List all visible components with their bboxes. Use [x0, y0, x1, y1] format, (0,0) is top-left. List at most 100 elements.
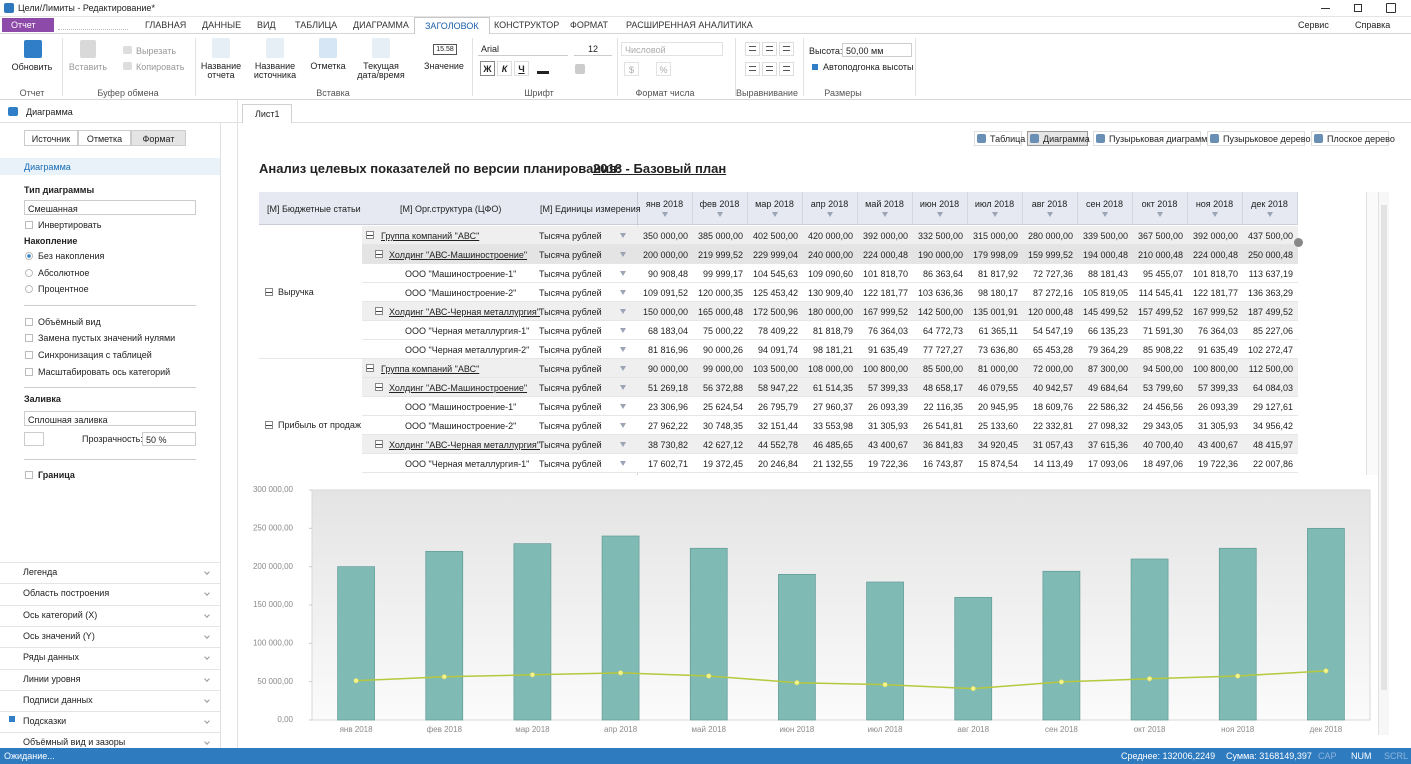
filter-icon[interactable]: [1212, 212, 1218, 217]
expand-button[interactable]: [375, 307, 383, 315]
icon[interactable]: [24, 40, 42, 58]
section-row[interactable]: Линии уровня: [0, 668, 220, 690]
expand-button[interactable]: [265, 288, 273, 296]
radio[interactable]: [25, 269, 33, 277]
icon[interactable]: [266, 38, 284, 58]
radio[interactable]: [25, 252, 33, 260]
row-name[interactable]: Холдинг "АВС-Машиностроение": [389, 250, 528, 260]
combo-box[interactable]: Arial: [478, 42, 568, 56]
combo-box[interactable]: 12: [574, 42, 612, 56]
style-button[interactable]: Ж: [480, 61, 495, 76]
scroll-thumb[interactable]: [1381, 205, 1387, 690]
section-row[interactable]: Область построения: [0, 583, 220, 604]
ribbon-button[interactable]: Отметка: [310, 61, 346, 71]
right-menu[interactable]: Справка: [1355, 20, 1391, 30]
style-button[interactable]: К: [497, 61, 512, 76]
expand-button[interactable]: [265, 421, 273, 429]
radio[interactable]: [25, 285, 33, 293]
filter-icon[interactable]: [620, 423, 626, 428]
filter-icon[interactable]: [620, 233, 626, 238]
section-row[interactable]: Подсказки: [0, 711, 220, 732]
filter-icon[interactable]: [717, 212, 723, 217]
sheet-tab[interactable]: Лист1: [242, 104, 292, 123]
ribbon-tab[interactable]: ДАННЫЕ: [202, 20, 242, 30]
view-button[interactable]: Пузырьковая диаграмма: [1093, 131, 1212, 146]
section-row[interactable]: Ряды данных: [0, 647, 220, 668]
style-button[interactable]: Ч: [514, 61, 529, 76]
filter-icon[interactable]: [620, 366, 626, 371]
ribbon-tab[interactable]: ДИАГРАММА: [353, 20, 409, 30]
align-button[interactable]: [745, 62, 760, 76]
section-row[interactable]: Подписи данных: [0, 689, 220, 711]
ribbon-button[interactable]: Текущая дата/время: [357, 61, 405, 80]
checkbox[interactable]: [25, 351, 33, 359]
sidebar-tab[interactable]: Формат: [131, 130, 186, 146]
color-picker[interactable]: [24, 432, 44, 446]
ribbon-tab[interactable]: КОНСТРУКТОР: [494, 20, 560, 30]
checkbox[interactable]: [25, 334, 33, 342]
expand-button[interactable]: [375, 250, 383, 258]
checkbox[interactable]: [25, 471, 33, 479]
report-menu[interactable]: Отчет: [2, 18, 54, 32]
close-button[interactable]: [1386, 3, 1396, 13]
row-name[interactable]: Холдинг "АВС-Черная металлургия": [389, 440, 540, 450]
filter-icon[interactable]: [882, 212, 888, 217]
ribbon-tab[interactable]: ФОРМАТ: [570, 20, 609, 30]
sidebar-tab[interactable]: Отметка: [78, 130, 131, 146]
expand-button[interactable]: [366, 231, 374, 239]
filter-icon[interactable]: [1102, 212, 1108, 217]
ribbon-tab[interactable]: ГЛАВНАЯ: [145, 20, 187, 30]
restore-button[interactable]: [1354, 4, 1362, 12]
row-name[interactable]: Холдинг "АВС-Машиностроение": [389, 383, 528, 393]
align-button[interactable]: [779, 62, 794, 76]
ribbon-tab[interactable]: РАСШИРЕННАЯ АНАЛИТИКА: [626, 20, 753, 30]
section-row[interactable]: Объёмный вид и зазоры: [0, 732, 220, 753]
filter-icon[interactable]: [620, 442, 626, 447]
icon[interactable]: [372, 38, 390, 58]
section-row[interactable]: Ось категорий (X): [0, 604, 220, 626]
filter-icon[interactable]: [827, 212, 833, 217]
icon[interactable]: [212, 38, 230, 58]
filter-icon[interactable]: [620, 252, 626, 257]
ribbon-tab[interactable]: ВИД: [257, 20, 276, 30]
spin-box[interactable]: 50,00 мм: [842, 43, 912, 57]
filter-icon[interactable]: [1267, 212, 1273, 217]
expand-button[interactable]: [366, 364, 374, 372]
section-row[interactable]: Легенда: [0, 562, 220, 583]
expand-button[interactable]: [375, 440, 383, 448]
ribbon-button[interactable]: Значение: [424, 61, 464, 71]
highlight-color[interactable]: [575, 64, 585, 74]
filter-icon[interactable]: [620, 385, 626, 390]
checkbox[interactable]: [25, 318, 33, 326]
minimize-button[interactable]: [1321, 8, 1330, 9]
row-name[interactable]: Холдинг "АВС-Черная металлургия": [389, 307, 540, 317]
checkbox[interactable]: [25, 221, 33, 229]
section-header[interactable]: Диаграмма: [0, 158, 220, 175]
ribbon-tab[interactable]: ЗАГОЛОВОК: [414, 17, 490, 35]
combo-box[interactable]: Сплошная заливка: [24, 411, 196, 426]
section-row[interactable]: Ось значений (Y): [0, 625, 220, 647]
view-button[interactable]: Таблица: [974, 131, 1025, 146]
filter-icon[interactable]: [662, 212, 668, 217]
ribbon-button[interactable]: Название отчета: [200, 61, 242, 80]
font-color[interactable]: [537, 71, 549, 74]
filter-icon[interactable]: [937, 212, 943, 217]
filter-icon[interactable]: [620, 404, 626, 409]
row-name[interactable]: Группа компаний "АВС": [381, 231, 480, 241]
view-button[interactable]: Диаграмма: [1027, 131, 1090, 146]
filter-icon[interactable]: [620, 461, 626, 466]
filter-icon[interactable]: [992, 212, 998, 217]
checkbox[interactable]: [25, 368, 33, 376]
right-menu[interactable]: Сервис: [1298, 20, 1329, 30]
filter-icon[interactable]: [620, 290, 626, 295]
ribbon-tab[interactable]: ТАБЛИЦА: [295, 20, 338, 30]
combo-box[interactable]: Смешанная: [24, 200, 196, 215]
filter-icon[interactable]: [1047, 212, 1053, 217]
row-name[interactable]: Группа компаний "АВС": [381, 364, 480, 374]
view-button[interactable]: Плоское дерево: [1311, 131, 1395, 146]
filter-icon[interactable]: [620, 271, 626, 276]
ribbon-button[interactable]: Название источника: [253, 61, 297, 80]
filter-icon[interactable]: [620, 347, 626, 352]
view-button[interactable]: Пузырьковое дерево: [1207, 131, 1310, 146]
align-button[interactable]: [779, 42, 794, 56]
